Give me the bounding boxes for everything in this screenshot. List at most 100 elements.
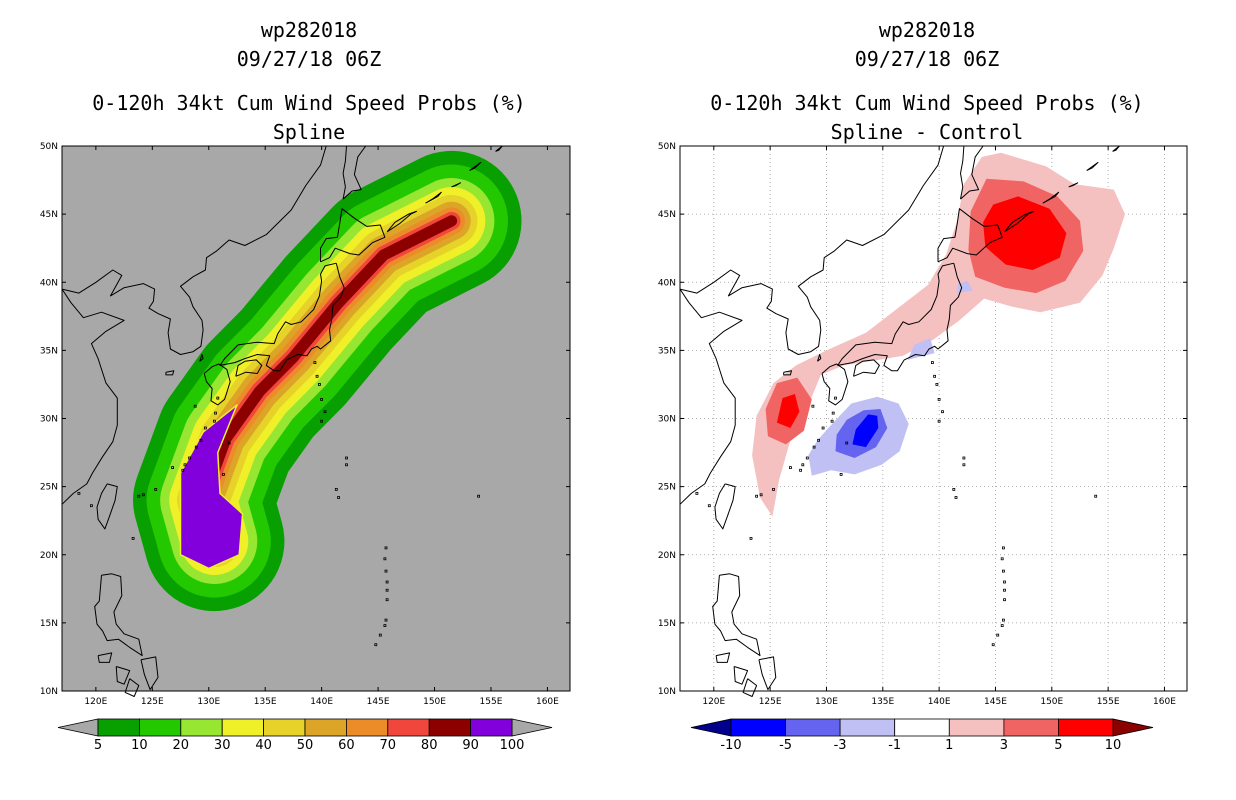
islet bbox=[1002, 618, 1005, 622]
colorbar-swatch bbox=[180, 718, 223, 737]
colorbar-label: 60 bbox=[338, 738, 355, 753]
negative-anomaly-5plus bbox=[852, 414, 879, 448]
coastline-segment bbox=[758, 656, 777, 691]
islet bbox=[799, 468, 802, 472]
islet bbox=[385, 580, 389, 584]
islet bbox=[1094, 494, 1098, 498]
coastline-segment bbox=[203, 363, 231, 406]
islet bbox=[214, 411, 217, 415]
colorbar-under-arrow bbox=[57, 718, 99, 737]
islet bbox=[337, 496, 341, 499]
colorbar-label: 10 bbox=[1105, 738, 1122, 753]
colorbar-swatch bbox=[428, 718, 472, 737]
islet bbox=[1002, 569, 1005, 573]
islet bbox=[1000, 624, 1004, 627]
coastline-segment bbox=[61, 145, 327, 355]
islet bbox=[952, 487, 956, 491]
islet bbox=[199, 438, 203, 442]
coastline-segment bbox=[495, 145, 503, 152]
x-tick-label: 160E bbox=[1153, 697, 1176, 707]
coastline-segment bbox=[1042, 191, 1060, 204]
coastline-segment bbox=[451, 182, 461, 188]
islet bbox=[345, 456, 348, 460]
x-tick-label: 125E bbox=[759, 697, 782, 707]
islet bbox=[383, 557, 387, 561]
coastline-segment bbox=[853, 359, 880, 377]
colorbar-swatch bbox=[894, 718, 950, 737]
right-coastlines bbox=[679, 145, 1120, 697]
x-tick-label: 135E bbox=[254, 697, 277, 707]
coastline-segment bbox=[783, 370, 792, 376]
colorbar-swatch bbox=[1058, 718, 1114, 737]
coastline-segment bbox=[1112, 145, 1120, 152]
colorbar-swatch bbox=[304, 718, 347, 737]
right-panel: wp282018 09/27/18 06Z 0-120h 34kt Cum Wi… bbox=[658, 18, 1188, 753]
islet bbox=[317, 382, 321, 386]
islet bbox=[1002, 546, 1005, 550]
coastline-segment bbox=[1004, 210, 1035, 233]
coastline-segment bbox=[1068, 182, 1079, 188]
islet bbox=[315, 374, 319, 378]
x-tick-label: 150E bbox=[423, 697, 446, 707]
islet bbox=[935, 382, 939, 386]
left-coastlines bbox=[61, 145, 503, 697]
colorbar-label: 70 bbox=[380, 738, 397, 753]
islet bbox=[996, 633, 1000, 637]
y-tick-label: 10N bbox=[40, 687, 58, 697]
islet bbox=[141, 493, 145, 497]
x-tick-label: 155E bbox=[480, 697, 503, 707]
coastline-segment bbox=[425, 191, 442, 204]
islet bbox=[90, 504, 93, 508]
colorbar-label: 30 bbox=[214, 738, 231, 753]
colorbar-label: 90 bbox=[462, 738, 479, 753]
right-title-product: 0-120h 34kt Cum Wind Speed Probs (%) bbox=[710, 91, 1143, 115]
colorbar-swatch bbox=[221, 718, 264, 737]
islet bbox=[203, 426, 207, 430]
islet bbox=[221, 472, 225, 476]
islet bbox=[1003, 598, 1006, 602]
x-tick-label: 130E bbox=[197, 697, 220, 707]
coastline-segment bbox=[821, 363, 849, 406]
colorbar-swatch bbox=[785, 718, 841, 737]
coastline-segment bbox=[94, 573, 143, 657]
islet bbox=[320, 397, 324, 401]
islet bbox=[931, 361, 934, 365]
islet bbox=[216, 396, 220, 400]
islet bbox=[937, 397, 941, 401]
islet bbox=[831, 411, 835, 415]
coastline-segment bbox=[386, 210, 417, 233]
islet bbox=[384, 618, 388, 622]
colorbar-label: -5 bbox=[779, 738, 792, 753]
positive-anomaly-5plus-south bbox=[776, 394, 800, 428]
islet bbox=[1003, 588, 1006, 592]
islet bbox=[181, 468, 185, 472]
x-tick-label: 120E bbox=[84, 697, 107, 707]
colorbar-swatch bbox=[387, 718, 430, 737]
islet bbox=[789, 466, 792, 470]
y-tick-label: 45N bbox=[40, 210, 58, 220]
islet bbox=[194, 445, 198, 449]
islet bbox=[385, 588, 389, 592]
x-tick-label: 155E bbox=[1097, 697, 1120, 707]
islet bbox=[313, 361, 317, 365]
y-tick-label: 40N bbox=[40, 278, 58, 288]
islet bbox=[320, 419, 324, 423]
coastline-segment bbox=[235, 359, 263, 377]
left-title-product: 0-120h 34kt Cum Wind Speed Probs (%) bbox=[92, 91, 525, 115]
islet bbox=[817, 438, 820, 442]
islet bbox=[991, 643, 995, 647]
colorbar-label: 5 bbox=[1054, 738, 1062, 753]
coastline-segment bbox=[115, 666, 131, 685]
colorbar-under-arrow bbox=[690, 718, 732, 737]
islet bbox=[834, 396, 837, 400]
islet bbox=[845, 441, 849, 445]
coastline-segment bbox=[97, 652, 113, 663]
y-tick-label: 40N bbox=[658, 278, 676, 288]
coastline-segment bbox=[1086, 161, 1099, 171]
y-tick-label: 20N bbox=[40, 551, 58, 561]
colorbar-swatch bbox=[138, 718, 182, 737]
islet bbox=[962, 456, 966, 460]
islet bbox=[345, 463, 348, 467]
y-tick-label: 10N bbox=[658, 687, 676, 697]
